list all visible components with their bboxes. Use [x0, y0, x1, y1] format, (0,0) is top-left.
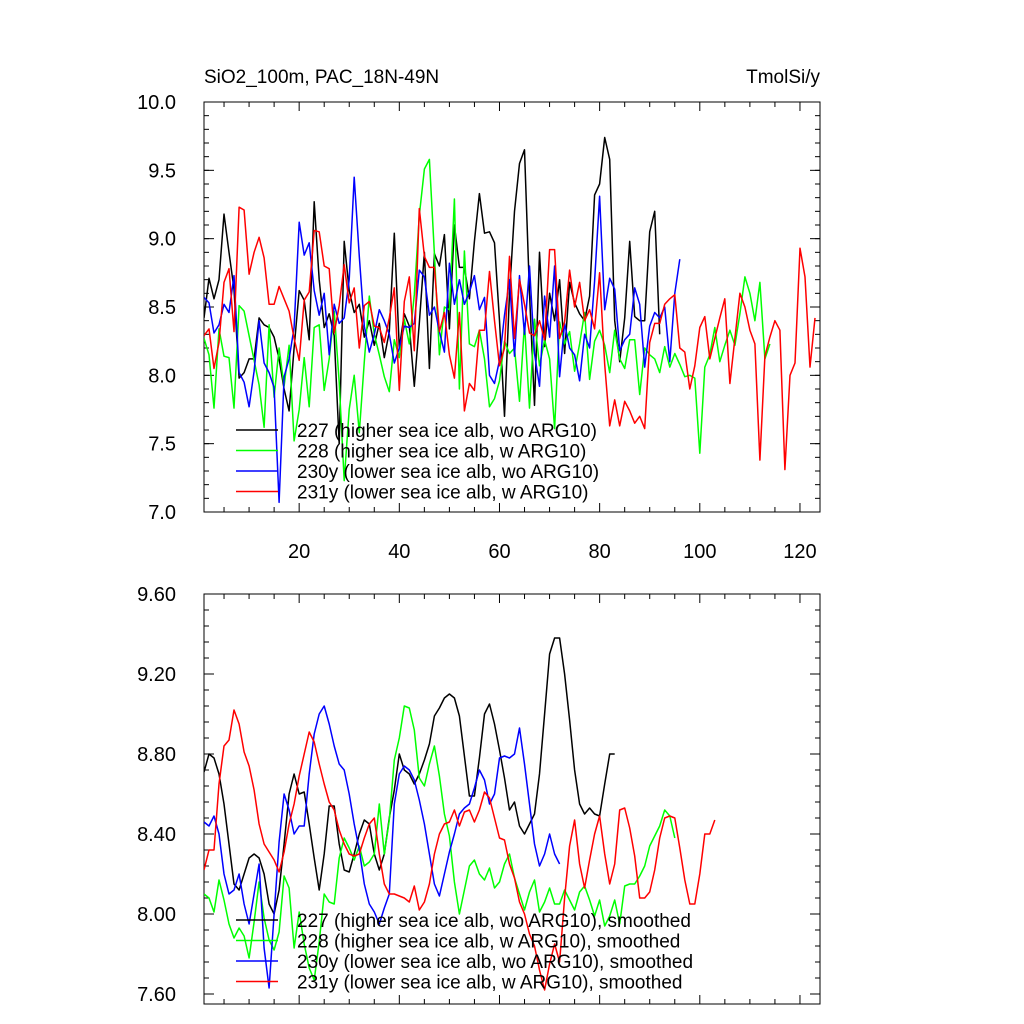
- top-panel: 20 40 60 80 100 120 7.0 7.5 8.0 8.5 9.0 9.5 10.0 SiO2…: [137, 67, 821, 563]
- y-tick-label: 9.0: [148, 229, 176, 251]
- legend-label: 230y (lower sea ice alb, wo ARG10): [297, 462, 599, 483]
- y-tick-label: 8.5: [148, 297, 176, 319]
- y-tick-label: 9.60: [137, 584, 176, 606]
- x-tick-label: 40: [388, 541, 410, 563]
- plot-area: [204, 637, 716, 991]
- y-tick-label: 8.40: [137, 824, 176, 846]
- y-tick-label: 7.0: [148, 502, 176, 524]
- series-line-230y: [204, 176, 681, 504]
- series-line-228: [204, 158, 771, 482]
- legend-label: 231y (lower sea ice alb, w ARG10), smoot…: [297, 973, 682, 994]
- legend-label: 228 (higher sea ice alb, w ARG10): [297, 442, 586, 463]
- legend-label: 227 (higher sea ice alb, wo ARG10), smoo…: [297, 911, 691, 932]
- series-line-231y: [204, 206, 816, 471]
- y-tick-label: 9.5: [148, 160, 176, 182]
- series-line-230y: [204, 705, 561, 989]
- bottom-panel: 7.60 8.00 8.40 8.80 9.20 9.60 227 (higher sea …: [137, 584, 821, 1006]
- plot-frame: [203, 593, 821, 1005]
- series-line-228: [204, 705, 676, 981]
- legend-label: 228 (higher sea ice alb, w ARG10), smoot…: [297, 932, 680, 953]
- x-tick-label: 120: [783, 541, 816, 563]
- plot-area: [204, 136, 816, 504]
- legend-label: 231y (lower sea ice alb, w ARG10): [297, 483, 588, 504]
- chart-title-left: SiO2_100m, PAC_18N-49N: [204, 67, 439, 88]
- legend-label: 230y (lower sea ice alb, wo ARG10), smoo…: [297, 952, 693, 973]
- series-line-231y: [204, 709, 716, 991]
- y-tick-label: 10.0: [137, 92, 176, 114]
- y-tick-label: 8.0: [148, 365, 176, 387]
- y-tick-label: 7.60: [137, 984, 176, 1006]
- x-tick-label: 20: [288, 541, 310, 563]
- series-line-227: [204, 136, 661, 445]
- x-tick-label: 60: [488, 541, 510, 563]
- y-tick-label: 8.80: [137, 744, 176, 766]
- legend-label: 227 (higher sea ice alb, wo ARG10): [297, 421, 597, 442]
- y-tick-label: 7.5: [148, 434, 176, 456]
- series-line-227: [204, 637, 615, 915]
- chart-title-right: TmolSi/y: [746, 67, 820, 88]
- y-tick-label: 8.00: [137, 904, 176, 926]
- y-tick-label: 9.20: [137, 664, 176, 686]
- x-tick-label: 80: [589, 541, 611, 563]
- x-tick-label: 100: [683, 541, 716, 563]
